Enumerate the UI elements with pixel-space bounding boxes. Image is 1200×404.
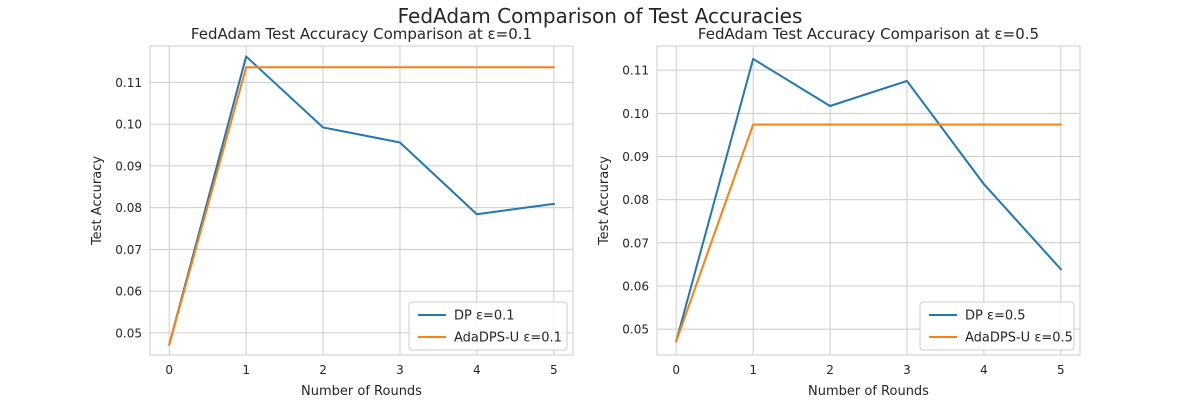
panel-1-y-tick-label: 0.08	[115, 201, 142, 215]
panel-2-legend: DP ε=0.5 AdaDPS-U ε=0.5	[919, 301, 1075, 351]
panel-1-title: FedAdam Test Accuracy Comparison at ε=0.…	[191, 25, 532, 43]
panel-2-y-axis-label: Test Accuracy	[597, 156, 612, 246]
panel-1-x-tick-label: 5	[550, 363, 558, 377]
panel-1-y-tick-label: 0.09	[115, 159, 142, 173]
panel-2-x-tick-label: 0	[672, 363, 680, 377]
panel-1-x-axis-label: Number of Rounds	[301, 384, 422, 399]
panel-1-x-tick-label: 3	[396, 363, 404, 377]
panel-1-series-line-2	[167, 66, 555, 346]
panel-2-series-line-1	[675, 57, 1063, 343]
panel-2-x-tick-label: 3	[903, 363, 911, 377]
panel-1-frame	[149, 45, 574, 356]
panel-2-y-tick-label: 0.11	[622, 64, 649, 78]
panel-2-legend-box	[919, 301, 1075, 351]
panel-2-x-tick-label: 1	[749, 363, 757, 377]
panel-2-y-tick-label: 0.06	[622, 279, 649, 293]
panel-2-series-line-2	[674, 123, 1062, 343]
panel-1-x-tick-label: 1	[242, 363, 250, 377]
panel-2-y-tick-label: 0.08	[622, 193, 649, 207]
panel-1-legend: DP ε=0.1 AdaDPS-U ε=0.1	[408, 301, 568, 351]
panel-2-y-tick-label: 0.05	[622, 323, 649, 337]
panel-2-y-tick-label: 0.10	[622, 107, 649, 121]
panel-1-legend-label-1: DP ε=0.1	[454, 309, 515, 324]
panel-2-x-tick-label: 4	[980, 363, 988, 377]
panel-1-y-axis-label: Test Accuracy	[90, 156, 105, 246]
panel-2-x-tick-label: 2	[826, 363, 834, 377]
panel-2-legend-label-1: DP ε=0.5	[965, 309, 1026, 324]
panel-1: 0 1 2 3 4 5 0.05 0.06 0.07 0.08 0.09 0.10 0.11 FedAda…	[90, 25, 574, 399]
panel-1-x-tick-label: 0	[165, 363, 173, 377]
panel-1-y-tick-label: 0.10	[115, 118, 142, 132]
panel-1-y-tick-label: 0.11	[115, 76, 142, 90]
panel-2-y-tick-label: 0.07	[622, 236, 649, 250]
panel-1-y-tick-label: 0.07	[115, 243, 142, 257]
panel-2-x-axis-label: Number of Rounds	[808, 384, 929, 399]
panel-1-y-tick-label: 0.06	[115, 285, 142, 299]
panel-2-x-tick-label: 5	[1057, 363, 1065, 377]
panel-2-legend-label-2: AdaDPS-U ε=0.5	[965, 331, 1073, 346]
panel-1-legend-box	[408, 301, 568, 351]
panel-1-x-tick-label: 4	[473, 363, 481, 377]
panel-2-title: FedAdam Test Accuracy Comparison at ε=0.…	[698, 25, 1039, 43]
figure-suptitle: FedAdam Comparison of Test Accuracies	[398, 4, 803, 28]
panel-1-x-tick-label: 2	[319, 363, 327, 377]
panel-1-series-line-1	[168, 55, 555, 346]
panel-2: 0 1 2 3 4 5 0.05 0.06 0.07 0.08 0.09 0.10 0.11 FedAda…	[597, 25, 1081, 399]
panel-2-y-tick-label: 0.09	[622, 150, 649, 164]
panel-1-legend-label-2: AdaDPS-U ε=0.1	[454, 331, 562, 346]
panel-2-frame	[656, 45, 1081, 356]
panel-1-y-tick-label: 0.05	[115, 326, 142, 340]
